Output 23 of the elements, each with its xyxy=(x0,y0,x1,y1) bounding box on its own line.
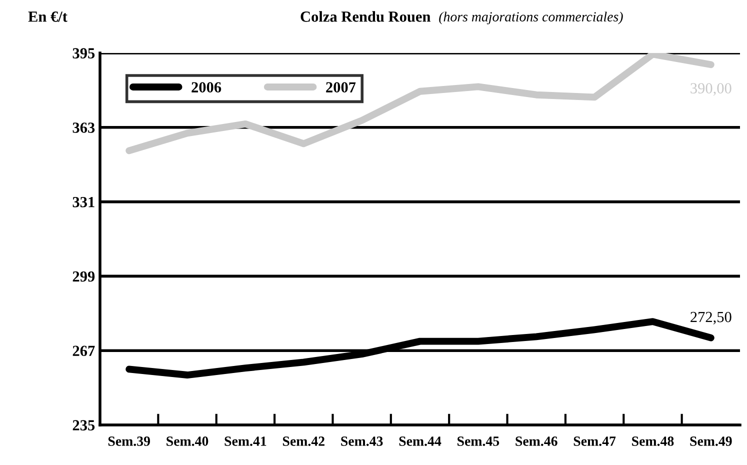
y-tick-label: 363 xyxy=(72,122,95,133)
x-tick-label: Sem.40 xyxy=(166,436,208,446)
x-tick-label: Sem.48 xyxy=(632,436,674,446)
x-tick-label: Sem.45 xyxy=(458,436,500,446)
x-tick-label: Sem.43 xyxy=(341,436,383,446)
x-tick-label: Sem.42 xyxy=(282,436,324,446)
x-tick-label: Sem.46 xyxy=(516,436,558,446)
x-tick-label: Sem.49 xyxy=(690,436,732,446)
y-tick-label: 267 xyxy=(72,346,95,356)
x-tick-label: Sem.39 xyxy=(108,436,150,446)
legend-label: 2006 xyxy=(192,82,222,92)
y-tick-label: 235 xyxy=(72,420,95,430)
annotation: 272,50 xyxy=(690,312,732,324)
y-tick-label: 299 xyxy=(72,271,95,282)
x-tick-label: Sem.47 xyxy=(574,436,616,446)
legend-label: 2007 xyxy=(326,82,356,92)
x-tick-label: Sem.41 xyxy=(224,436,266,446)
y-tick-label: 395 xyxy=(72,48,95,58)
x-tick-label: Sem.44 xyxy=(399,436,442,446)
y-axis-title: En €/t xyxy=(28,12,68,22)
chart-subtitle: (hors majorations commerciales) xyxy=(439,12,623,24)
y-tick-label: 331 xyxy=(72,196,94,208)
chart-title: Colza Rendu Rouen xyxy=(300,11,430,22)
